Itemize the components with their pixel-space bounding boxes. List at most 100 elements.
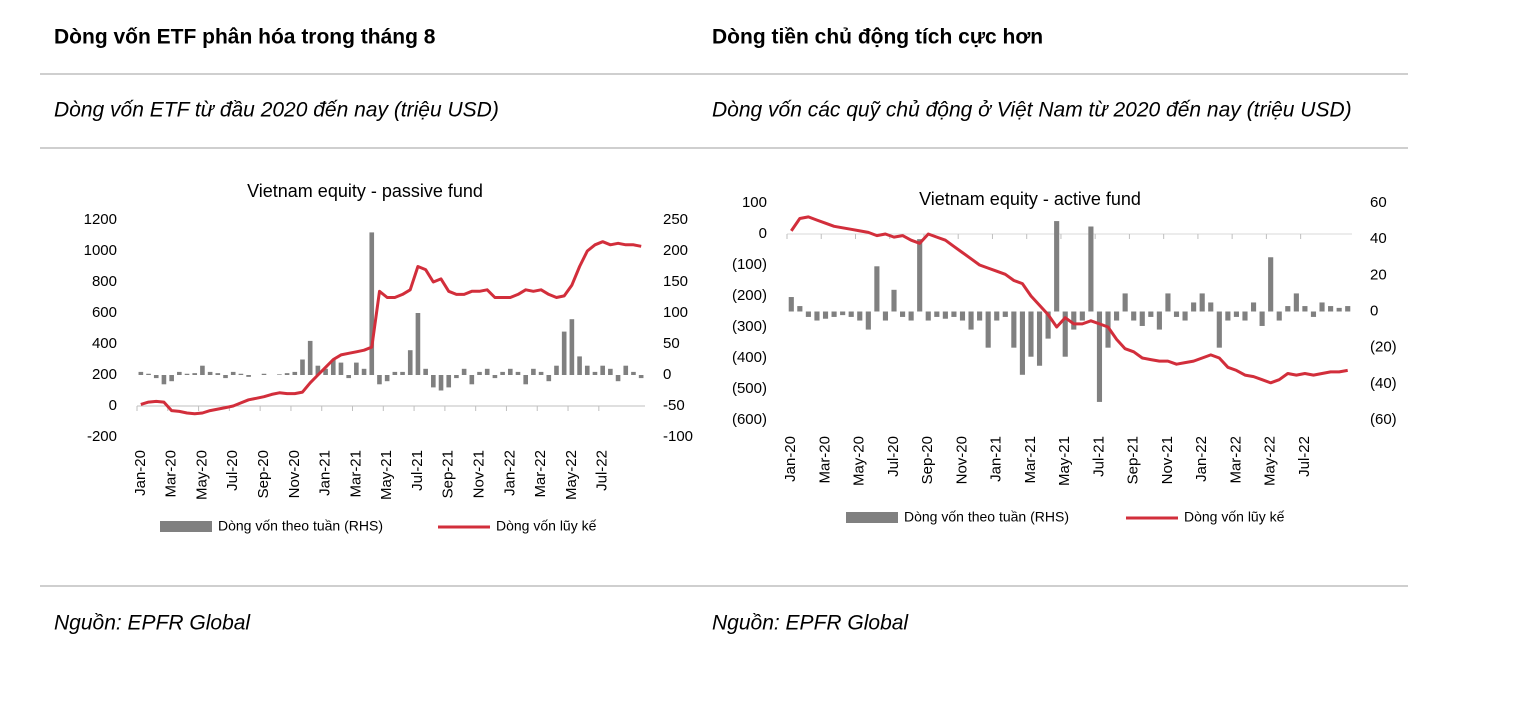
x-tick-label: Jan-20 <box>132 450 149 496</box>
bar <box>523 375 529 385</box>
bar <box>1319 302 1325 312</box>
bar <box>415 313 421 375</box>
y2-tick-label: 0 <box>663 366 671 383</box>
x-tick-label: Jan-21 <box>988 436 1005 482</box>
y2-tick-label: (60) <box>1370 411 1397 428</box>
y2-tick-label: (20) <box>1370 339 1397 356</box>
source: Nguồn: EPFR Global <box>712 612 909 635</box>
bar <box>346 375 351 379</box>
bar <box>788 297 794 312</box>
bar <box>584 365 590 375</box>
heading: Dòng vốn ETF phân hóa trong tháng 8 <box>54 26 436 49</box>
bar <box>1131 311 1137 321</box>
bar <box>477 371 482 375</box>
bar <box>338 362 344 375</box>
bar <box>1345 306 1351 312</box>
bar <box>1250 302 1257 312</box>
bar <box>874 266 880 312</box>
y2-tick-label: (40) <box>1370 375 1397 392</box>
x-tick-label: Jan-22 <box>501 450 518 496</box>
bar <box>908 311 914 321</box>
bar <box>561 331 567 375</box>
bar <box>797 306 803 312</box>
y2-tick-label: 100 <box>663 304 688 321</box>
bar <box>1088 226 1094 312</box>
subheading: Dòng vốn các quỹ chủ động ở Việt Nam từ … <box>712 99 1352 122</box>
legend-label: Dòng vốn theo tuần (RHS) <box>218 518 383 534</box>
bar <box>1310 311 1317 317</box>
bar <box>569 319 575 375</box>
chart-title: Vietnam equity - active fund <box>919 189 1141 209</box>
x-tick-label: Sep-21 <box>1125 436 1142 484</box>
bar <box>1002 311 1008 317</box>
bar <box>917 239 923 312</box>
legend-label: Dòng vốn lũy kế <box>1184 509 1285 525</box>
bar <box>608 368 613 375</box>
bar <box>1036 311 1043 366</box>
bar <box>968 311 974 330</box>
heading: Dòng tiền chủ động tích cực hơn <box>712 26 1043 49</box>
bar <box>1028 311 1034 357</box>
bar <box>1182 311 1188 321</box>
bar <box>323 368 328 375</box>
x-tick-label: Jan-21 <box>317 450 334 496</box>
bar <box>454 375 459 379</box>
bar <box>1156 311 1162 330</box>
bar <box>615 375 621 382</box>
y2-tick-label: 60 <box>1370 194 1387 211</box>
x-tick-label: Jul-22 <box>594 450 611 491</box>
x-tick-label: May-21 <box>1056 436 1073 486</box>
bar <box>484 368 490 375</box>
y-tick-label: 800 <box>92 273 117 290</box>
y-tick-label: 1000 <box>84 242 117 259</box>
bar <box>977 311 983 321</box>
y2-tick-label: 40 <box>1370 230 1387 247</box>
bar <box>1139 311 1145 326</box>
bar <box>292 371 298 375</box>
bar <box>1045 311 1051 339</box>
y2-tick-label: 0 <box>1370 302 1378 319</box>
bar <box>507 368 513 375</box>
bar <box>1233 311 1239 317</box>
bar <box>169 375 174 382</box>
bar <box>446 375 452 388</box>
bar <box>1011 311 1017 348</box>
bar <box>246 375 251 377</box>
bar <box>361 368 367 375</box>
bar <box>277 374 282 375</box>
line <box>140 240 642 416</box>
bar <box>848 311 854 317</box>
y2-tick-label: 250 <box>663 211 688 228</box>
y-tick-label: (200) <box>732 287 767 304</box>
bar <box>1336 307 1342 312</box>
x-tick-label: Mar-20 <box>816 436 833 484</box>
bar <box>230 371 236 375</box>
bar <box>1259 311 1265 326</box>
y-tick-label: (600) <box>732 411 767 428</box>
bar <box>200 365 205 375</box>
bar <box>438 375 444 391</box>
y2-tick-label: -100 <box>663 428 693 445</box>
bar <box>1268 257 1274 312</box>
bar <box>623 365 629 375</box>
bar <box>985 311 991 348</box>
bar <box>492 375 498 379</box>
bar <box>146 373 151 375</box>
bar <box>1225 311 1231 321</box>
bar <box>994 311 1000 321</box>
x-tick-label: Jul-21 <box>409 450 426 491</box>
bar <box>384 375 390 382</box>
bar <box>638 375 644 379</box>
y-tick-label: 1200 <box>84 211 117 228</box>
y-tick-label: -200 <box>87 428 117 445</box>
bar <box>1276 311 1282 321</box>
bar <box>1191 302 1197 312</box>
bar <box>891 289 897 312</box>
bar <box>831 311 837 317</box>
bar <box>857 311 863 321</box>
bar <box>392 371 398 375</box>
bar <box>1199 293 1205 312</box>
bar <box>315 365 321 375</box>
bar <box>882 311 889 321</box>
bar <box>377 375 382 385</box>
